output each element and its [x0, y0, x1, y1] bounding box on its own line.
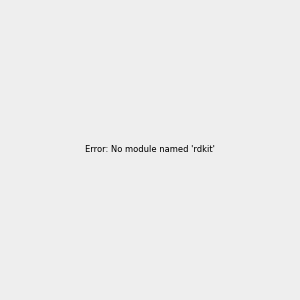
Text: Error: No module named 'rdkit': Error: No module named 'rdkit': [85, 146, 215, 154]
